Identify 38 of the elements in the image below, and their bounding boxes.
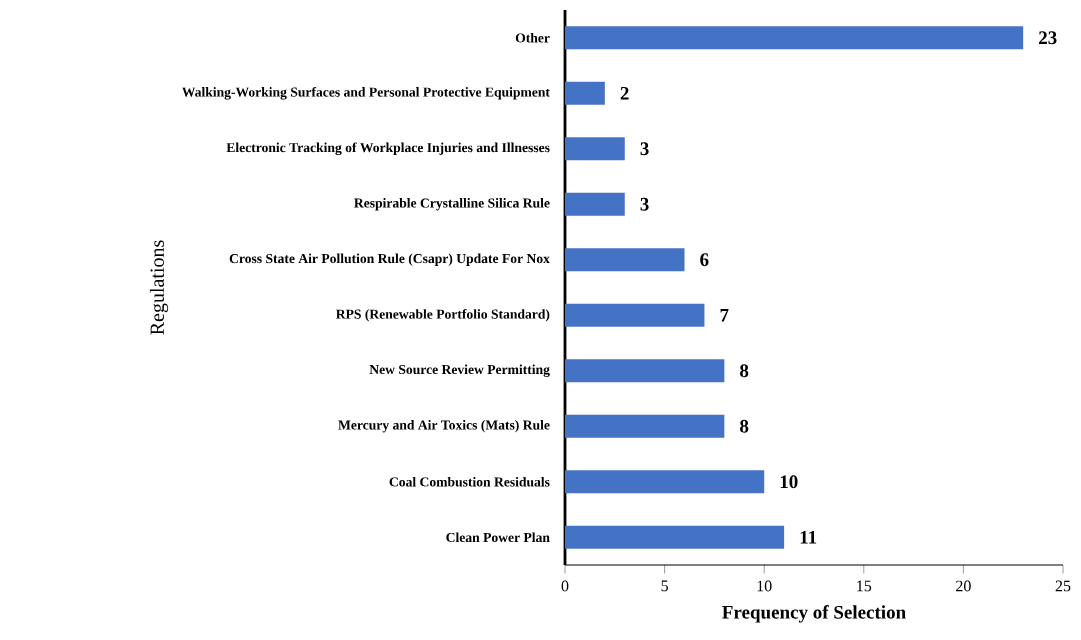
y-tick-label: Respirable Crystalline Silica Rule xyxy=(354,198,550,211)
bar xyxy=(565,303,705,327)
y-tick-label: Mercury and Air Toxics (Mats) Rule xyxy=(338,420,550,433)
data-label: 8 xyxy=(740,364,749,378)
data-label: 3 xyxy=(640,142,649,156)
bar xyxy=(565,414,725,438)
data-label: 2 xyxy=(620,86,629,100)
bar xyxy=(565,192,625,216)
y-tick-label: Clean Power Plan xyxy=(446,532,550,543)
y-tick-label: New Source Review Permitting xyxy=(369,364,550,377)
y-axis-title: Regulations xyxy=(149,240,169,335)
bar xyxy=(565,137,625,161)
bar xyxy=(565,248,685,272)
data-label: 6 xyxy=(700,253,709,267)
y-tick-label: Walking-Working Surfaces and Personal Protective Equipment xyxy=(182,86,550,100)
data-label: 7 xyxy=(720,309,729,322)
bar xyxy=(565,81,605,105)
y-tick-label: Cross State Air Pollution Rule (Csapr) Update For Nox xyxy=(229,253,550,266)
y-tick-label: RPS (Renewable Portfolio Standard) xyxy=(335,308,550,322)
x-axis-title: Frequency of Selection xyxy=(722,605,906,623)
y-tick-label: Other xyxy=(515,32,550,43)
data-label: 11 xyxy=(800,530,817,544)
data-label: 8 xyxy=(740,419,749,433)
x-tick-label: 10 xyxy=(757,580,772,592)
x-tick-label: 0 xyxy=(561,580,569,592)
bar xyxy=(565,525,785,549)
bar xyxy=(565,26,1024,50)
bar xyxy=(565,470,765,494)
x-tick-label: 15 xyxy=(857,580,872,592)
data-label: 23 xyxy=(1039,31,1057,45)
y-tick-label: Coal Combustion Residuals xyxy=(389,476,550,487)
y-tick-label: Electronic Tracking of Workplace Injuries and Illnesses xyxy=(226,142,550,156)
x-tick-label: 25 xyxy=(1055,580,1071,592)
x-tick-label: 5 xyxy=(661,580,668,592)
x-tick-label: 20 xyxy=(956,580,971,592)
data-label: 3 xyxy=(640,197,649,211)
bar xyxy=(565,359,725,383)
data-label: 10 xyxy=(780,475,798,489)
